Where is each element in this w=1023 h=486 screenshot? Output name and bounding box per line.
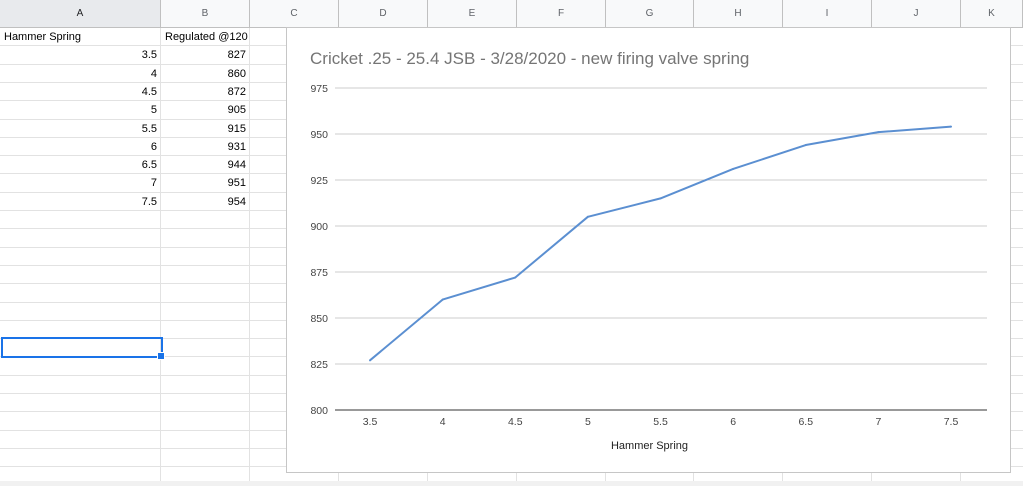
- column-header-e[interactable]: E: [428, 0, 517, 27]
- cell-b8[interactable]: 944: [227, 159, 246, 172]
- selected-cell[interactable]: [1, 337, 163, 358]
- cell-b2[interactable]: 827: [227, 49, 246, 62]
- x-tick-label: 4: [440, 416, 446, 428]
- x-tick-label: 7.5: [944, 416, 959, 428]
- fill-handle[interactable]: [157, 352, 165, 360]
- cell-a4[interactable]: 4.5: [141, 85, 157, 98]
- cell-b9[interactable]: 951: [227, 177, 246, 190]
- y-tick-label: 800: [310, 405, 328, 417]
- cell-b5[interactable]: 905: [227, 104, 246, 117]
- y-tick-label: 950: [310, 129, 328, 141]
- cell-a6[interactable]: 5.5: [141, 122, 157, 135]
- cell-a5[interactable]: 5: [150, 104, 157, 117]
- data-point[interactable]: [514, 276, 517, 279]
- data-point[interactable]: [586, 215, 589, 218]
- horizontal-scrollbar[interactable]: [0, 481, 1023, 486]
- line-chart-plot: 800 825 850 875 900 925 950 975 3.5 4 4.5 5 5.5 6 6.5 7…: [310, 83, 987, 428]
- data-point[interactable]: [441, 298, 444, 301]
- cell-a7[interactable]: 6: [150, 140, 157, 153]
- x-tick-label: 7: [875, 416, 881, 428]
- column-header-i[interactable]: I: [783, 0, 872, 27]
- data-point[interactable]: [877, 131, 880, 134]
- data-point[interactable]: [659, 197, 662, 200]
- column-header-d[interactable]: D: [339, 0, 428, 27]
- chart-title: Cricket .25 - 25.4 JSB - 3/28/2020 - new…: [310, 49, 750, 68]
- x-tick-label: 6: [730, 416, 736, 428]
- data-point[interactable]: [804, 144, 807, 147]
- y-tick-label: 900: [310, 221, 328, 233]
- cell-a8[interactable]: 6.5: [141, 159, 157, 172]
- cell-a10[interactable]: 7.5: [141, 195, 157, 208]
- column-header-g[interactable]: G: [606, 0, 694, 27]
- column-header-b[interactable]: B: [161, 0, 250, 27]
- series-line[interactable]: [369, 125, 952, 362]
- x-axis-title: Hammer Spring: [610, 440, 689, 452]
- grid-column-line: [249, 28, 250, 486]
- y-tick-label: 975: [310, 83, 328, 95]
- cell-a3[interactable]: 4: [150, 67, 157, 80]
- y-tick-label: 850: [310, 313, 328, 325]
- column-header-k[interactable]: K: [961, 0, 1023, 27]
- column-header-c[interactable]: C: [250, 0, 339, 27]
- cell-b3[interactable]: 860: [227, 67, 246, 80]
- x-tick-label: 5.5: [653, 416, 668, 428]
- column-header-h[interactable]: H: [694, 0, 783, 27]
- cell-a2[interactable]: 3.5: [141, 49, 157, 62]
- embedded-chart[interactable]: Cricket .25 - 25.4 JSB - 3/28/2020 - new…: [286, 27, 1011, 473]
- grid-column-line: [160, 28, 161, 486]
- y-tick-label: 875: [310, 267, 328, 279]
- y-tick-label: 925: [310, 175, 328, 187]
- cell-b1[interactable]: Regulated @120: [165, 31, 248, 43]
- data-point[interactable]: [369, 359, 371, 362]
- cell-b7[interactable]: 931: [227, 140, 246, 153]
- cell-a9[interactable]: 7: [150, 177, 157, 190]
- cell-b6[interactable]: 915: [227, 122, 246, 135]
- data-point[interactable]: [950, 125, 952, 128]
- cell-b10[interactable]: 954: [227, 195, 246, 208]
- column-header-j[interactable]: J: [872, 0, 961, 27]
- x-tick-label: 4.5: [508, 416, 523, 428]
- x-tick-label: 5: [585, 416, 591, 428]
- y-tick-label: 825: [310, 359, 328, 371]
- cell-a1[interactable]: Hammer Spring: [4, 31, 82, 43]
- x-tick-label: 3.5: [363, 416, 378, 428]
- x-tick-label: 6.5: [798, 416, 813, 428]
- data-point[interactable]: [732, 167, 735, 170]
- cell-b4[interactable]: 872: [227, 85, 246, 98]
- column-header-f[interactable]: F: [517, 0, 606, 27]
- column-header-a[interactable]: A: [0, 0, 161, 27]
